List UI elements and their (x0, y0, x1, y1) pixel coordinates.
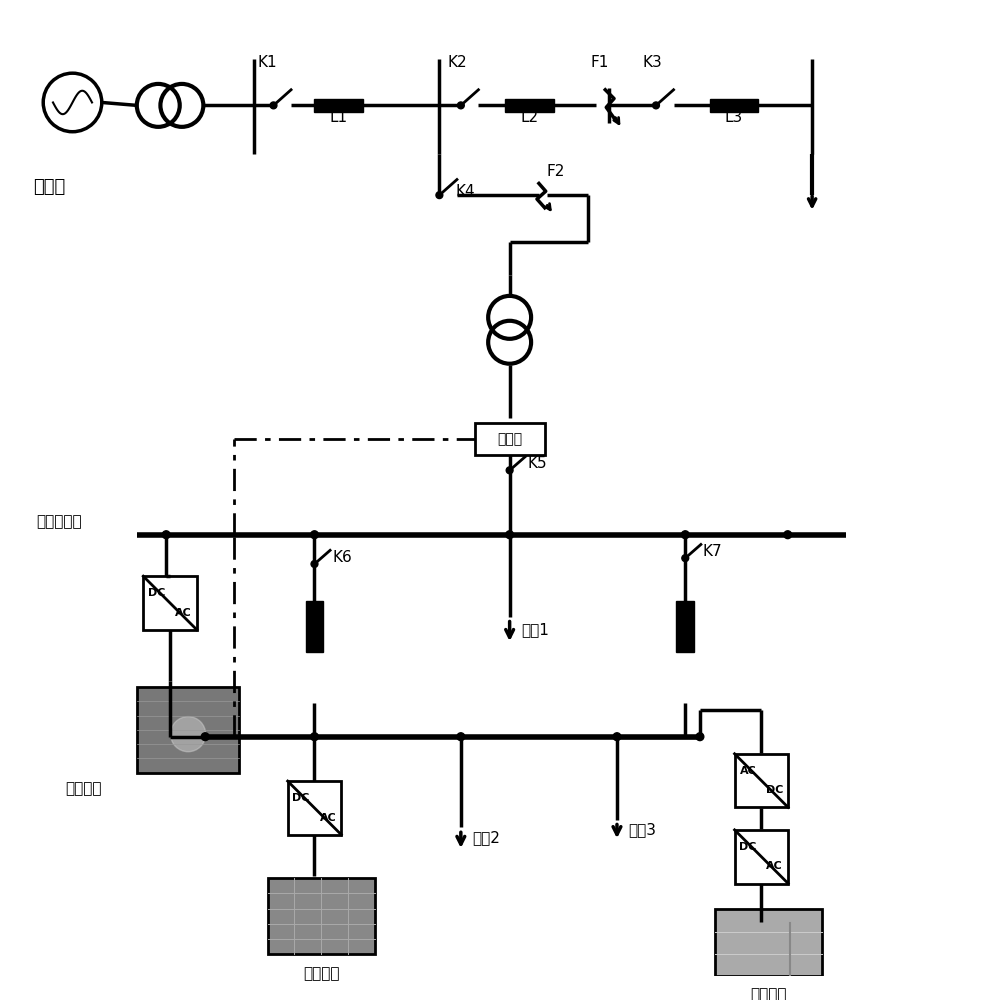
Text: 公共耦合点: 公共耦合点 (37, 514, 82, 529)
Text: 快速储能: 快速储能 (65, 781, 102, 796)
Text: L2: L2 (520, 110, 539, 125)
Text: DC: DC (292, 793, 310, 803)
Text: L3: L3 (725, 110, 743, 125)
Bar (144, 576, 197, 630)
Circle shape (457, 733, 464, 741)
Circle shape (270, 102, 277, 109)
Text: K3: K3 (643, 55, 662, 70)
Text: 光伏发电: 光伏发电 (303, 966, 340, 981)
Text: 负荷2: 负荷2 (472, 830, 500, 845)
Bar (735, 830, 788, 884)
Text: K2: K2 (447, 55, 466, 70)
Bar (315, 99, 363, 112)
Bar (306, 601, 324, 652)
Bar (735, 754, 788, 807)
Bar (474, 423, 544, 455)
Text: DC: DC (740, 842, 756, 852)
Circle shape (652, 102, 659, 109)
Circle shape (311, 531, 319, 539)
Text: DC: DC (148, 588, 165, 598)
Bar (710, 99, 758, 112)
Text: K1: K1 (257, 55, 277, 70)
Text: 主电网: 主电网 (34, 178, 65, 196)
Bar (505, 99, 553, 112)
Circle shape (682, 555, 689, 562)
Text: F1: F1 (590, 55, 609, 70)
Text: AC: AC (766, 861, 783, 871)
Bar (715, 909, 822, 976)
Text: 负荷1: 负荷1 (522, 622, 549, 637)
Text: K5: K5 (528, 456, 546, 471)
Circle shape (436, 192, 443, 199)
Circle shape (506, 467, 513, 474)
Bar (137, 687, 240, 773)
Text: AC: AC (740, 766, 756, 776)
Text: K6: K6 (332, 550, 351, 565)
Bar (676, 601, 694, 652)
Bar (267, 878, 375, 954)
Text: L1: L1 (330, 110, 347, 125)
Text: 风力发电: 风力发电 (750, 987, 786, 1000)
Text: 负荷3: 负荷3 (629, 822, 656, 837)
Text: AC: AC (175, 608, 192, 618)
Text: K4: K4 (456, 184, 475, 199)
Text: DC: DC (766, 785, 783, 795)
Circle shape (311, 733, 319, 741)
Circle shape (457, 102, 464, 109)
Circle shape (311, 561, 318, 567)
Text: F2: F2 (546, 164, 565, 179)
Circle shape (162, 531, 170, 539)
Circle shape (696, 733, 704, 741)
Circle shape (506, 531, 514, 539)
Text: 限流器: 限流器 (497, 432, 522, 446)
Circle shape (681, 531, 689, 539)
Circle shape (784, 531, 792, 539)
Circle shape (170, 717, 206, 752)
Text: K7: K7 (703, 544, 723, 559)
Circle shape (613, 733, 621, 741)
Text: AC: AC (320, 813, 337, 823)
Circle shape (201, 733, 209, 741)
Bar (288, 781, 342, 835)
